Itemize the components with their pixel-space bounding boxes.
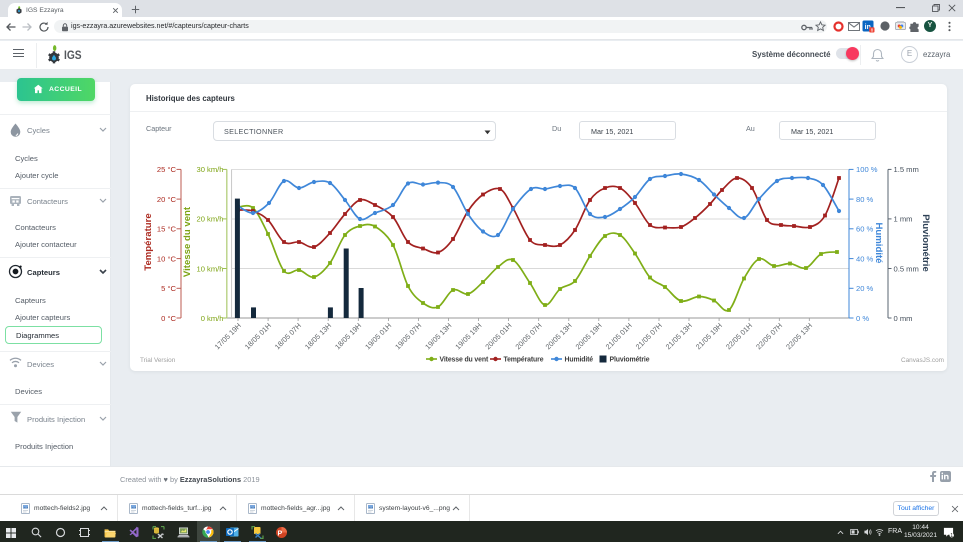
svg-text:1: 1: [950, 533, 953, 538]
svg-text:1 mm: 1 mm: [894, 215, 913, 224]
svg-text:1.5 mm: 1.5 mm: [894, 165, 919, 174]
svg-text:18/05 19H: 18/05 19H: [333, 321, 363, 351]
svg-text:100 %: 100 %: [856, 165, 878, 174]
svg-text:21/05 13H: 21/05 13H: [664, 321, 694, 351]
svg-text:0 °C: 0 °C: [161, 314, 176, 323]
svg-text:Pluviométrie: Pluviométrie: [920, 214, 931, 272]
svg-text:CanvasJS.com: CanvasJS.com: [901, 357, 944, 364]
svg-text:Trial Version: Trial Version: [140, 357, 176, 364]
svg-text:8: 8: [871, 27, 874, 32]
svg-text:Humidité: Humidité: [873, 222, 884, 263]
svg-text:10 °C: 10 °C: [157, 254, 177, 263]
svg-text:25 °C: 25 °C: [157, 165, 177, 174]
svg-text:20/05 19H: 20/05 19H: [574, 321, 604, 351]
svg-text:19/05 19H: 19/05 19H: [453, 321, 483, 351]
svg-text:Vitesse du vent: Vitesse du vent: [440, 357, 489, 364]
svg-text:18/05 07H: 18/05 07H: [273, 321, 303, 351]
svg-text:0 mm: 0 mm: [894, 314, 913, 323]
svg-text:40 %: 40 %: [856, 254, 874, 263]
svg-text:Température: Température: [504, 357, 544, 364]
svg-text:Pluviométrie: Pluviométrie: [610, 357, 650, 364]
svg-text:19/05 07H: 19/05 07H: [393, 321, 423, 351]
svg-text:20/05 13H: 20/05 13H: [544, 321, 574, 351]
svg-text:in: in: [865, 24, 871, 31]
svg-text:Humidité: Humidité: [565, 357, 594, 364]
svg-text:80 %: 80 %: [856, 195, 874, 204]
svg-text:10 km/h: 10 km/h: [196, 264, 223, 273]
svg-text:0 km/h: 0 km/h: [201, 314, 224, 323]
svg-text:21/05 07H: 21/05 07H: [634, 321, 664, 351]
svg-text:22/05 01H: 22/05 01H: [724, 321, 754, 351]
svg-text:20 km/h: 20 km/h: [196, 215, 223, 224]
svg-text:P: P: [277, 530, 282, 537]
svg-text:22/05 13H: 22/05 13H: [784, 321, 814, 351]
svg-text:20 %: 20 %: [856, 284, 874, 293]
svg-text:19/05 01H: 19/05 01H: [363, 321, 393, 351]
svg-text:18/05 01H: 18/05 01H: [243, 321, 273, 351]
svg-text:20 °C: 20 °C: [157, 195, 177, 204]
svg-text:Température: Température: [143, 213, 154, 270]
svg-text:Vitesse du vent: Vitesse du vent: [182, 206, 193, 277]
svg-text:60 %: 60 %: [856, 225, 874, 234]
svg-text:0 %: 0 %: [856, 314, 869, 323]
svg-text:20/05 07H: 20/05 07H: [513, 321, 543, 351]
svg-text:18/05 13H: 18/05 13H: [303, 321, 333, 351]
svg-text:0.5 mm: 0.5 mm: [894, 264, 919, 273]
svg-text:17/05 19H: 17/05 19H: [213, 321, 243, 351]
svg-text:15 °C: 15 °C: [157, 225, 177, 234]
svg-text:5 °C: 5 °C: [161, 284, 176, 293]
svg-text:20/05 01H: 20/05 01H: [483, 321, 513, 351]
svg-text:30 km/h: 30 km/h: [196, 165, 223, 174]
svg-text:22/05 07H: 22/05 07H: [754, 321, 784, 351]
svg-text:21/05 01H: 21/05 01H: [604, 321, 634, 351]
svg-text:21/05 19H: 21/05 19H: [694, 321, 724, 351]
svg-text:19/05 13H: 19/05 13H: [423, 321, 453, 351]
